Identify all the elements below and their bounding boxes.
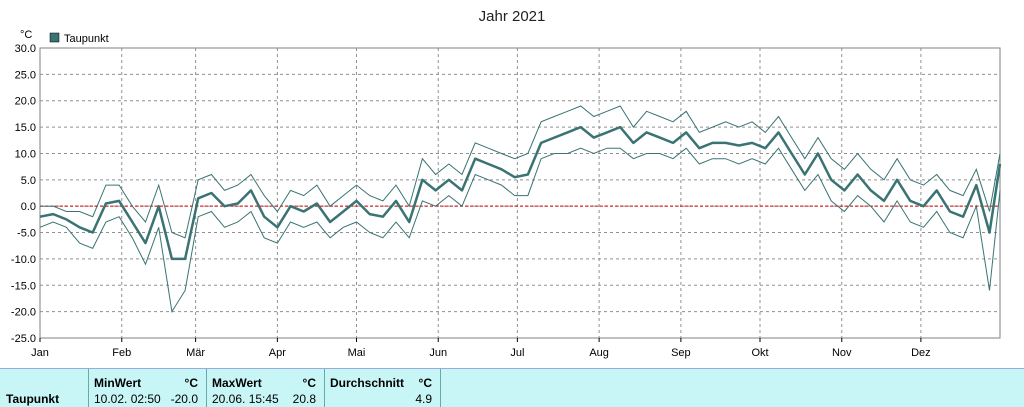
- x-tick-label: Apr: [269, 347, 286, 359]
- y-tick-label: 25.0: [15, 69, 36, 81]
- max-when: 20.06. 15:45: [212, 392, 279, 406]
- x-tick-label: Feb: [112, 347, 131, 359]
- max-value: 20.8: [292, 392, 316, 406]
- y-tick-label: 20.0: [15, 96, 36, 108]
- max-unit: °C: [302, 376, 316, 390]
- series-mean-line: [39, 125, 1002, 261]
- x-tick-label: Aug: [589, 347, 609, 359]
- min-unit: °C: [184, 376, 198, 390]
- y-axis: 30.0 25.0 20.0 15.0 10.0 5.0 0.0 -5.0 -10.0 -15.0…: [11, 43, 36, 345]
- y-tick-label: -20.0: [11, 307, 36, 319]
- y-axis-unit: °C: [20, 29, 32, 41]
- y-tick-label: 5.0: [21, 175, 36, 187]
- avg-value: 4.9: [415, 392, 432, 406]
- min-header: MinWert: [94, 376, 142, 390]
- avg-header: Durchschnitt: [330, 376, 405, 390]
- x-tick-label: Mai: [348, 347, 366, 359]
- avg-stat-cell: Durchschnitt °C 4.9: [324, 369, 441, 407]
- x-tick-label: Okt: [751, 347, 768, 359]
- series-group: [39, 105, 1002, 314]
- y-tick-label: -10.0: [11, 254, 36, 266]
- chart: Jahr 2021 °C Taupunkt 30.0 25.0 20.0 15.0 10…: [11, 8, 1002, 359]
- x-tick-label: Jun: [429, 347, 447, 359]
- y-tick-label: -15.0: [11, 280, 36, 292]
- x-tick-label: Nov: [832, 347, 852, 359]
- y-tick-label: 30.0: [15, 43, 36, 55]
- min-stat-cell: MinWert °C 10.02. 02:50 -20.0: [88, 369, 207, 407]
- grid: [40, 48, 1000, 338]
- x-tick-label: Dez: [911, 347, 931, 359]
- min-value: -20.0: [170, 392, 198, 406]
- chart-title: Jahr 2021: [479, 8, 546, 25]
- x-tick-label: Jan: [31, 347, 49, 359]
- min-when: 10.02. 02:50: [94, 392, 161, 406]
- legend-label: Taupunkt: [64, 33, 109, 45]
- legend-swatch: [49, 32, 60, 43]
- plot-area: [39, 47, 1001, 339]
- y-tick-label: 15.0: [15, 122, 36, 134]
- legend: Taupunkt: [49, 32, 109, 45]
- max-header: MaxWert: [212, 376, 262, 390]
- x-axis: Jan Feb Mär Apr Mai Jun Jul Aug Sep Okt Nov Dez: [31, 338, 931, 359]
- y-tick-label: -25.0: [11, 333, 36, 345]
- x-tick-label: Jul: [510, 347, 524, 359]
- avg-unit: °C: [418, 376, 432, 390]
- x-tick-label: Mär: [186, 347, 205, 359]
- series-max-line: [40, 105, 1001, 239]
- y-tick-label: -5.0: [17, 228, 36, 240]
- stats-row-label: Taupunkt: [6, 392, 60, 406]
- x-tick-label: Sep: [671, 347, 691, 359]
- stats-row-label-cell: Taupunkt: [0, 369, 89, 407]
- series-min-line: [39, 147, 1001, 314]
- y-tick-label: 10.0: [15, 148, 36, 160]
- max-stat-cell: MaxWert °C 20.06. 15:45 20.8: [206, 369, 325, 407]
- stats-bar: Taupunkt MinWert °C 10.02. 02:50 -20.0 M…: [0, 368, 1024, 407]
- y-tick-label: 0.0: [21, 201, 36, 213]
